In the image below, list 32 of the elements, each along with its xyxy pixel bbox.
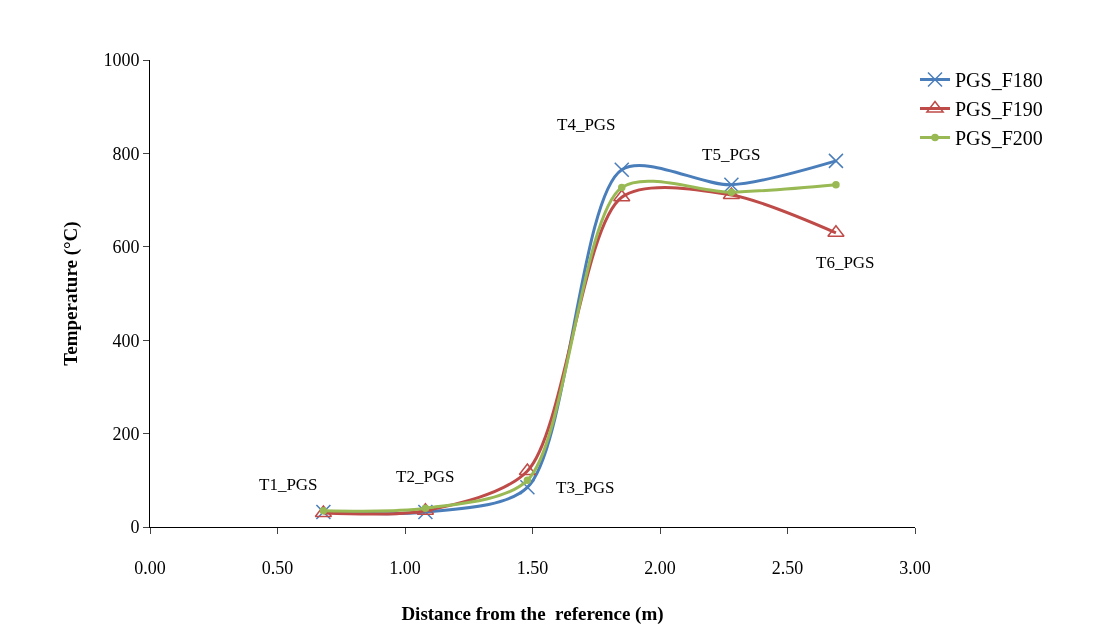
- annotation: T2_PGS: [396, 467, 455, 486]
- point: [614, 162, 630, 178]
- legend-label: PGS_F200: [955, 127, 1043, 150]
- annotation: T4_PGS: [557, 115, 616, 134]
- annotation: T3_PGS: [556, 478, 615, 497]
- y-axis-title: Temperature (°C): [60, 221, 83, 366]
- x-tick-label: 1.50: [516, 557, 549, 578]
- x-tick-label: 0.50: [261, 557, 294, 578]
- annotation: T1_PGS: [259, 475, 318, 494]
- y-tick-label: 800: [112, 143, 140, 164]
- point: [723, 176, 740, 193]
- y-tick-label: 400: [112, 330, 140, 351]
- annotation: T6_PGS: [816, 253, 875, 272]
- point: [827, 225, 845, 238]
- x-tick-label: 3.00: [899, 557, 931, 578]
- legend-label: PGS_F180: [955, 69, 1043, 92]
- point: [832, 180, 840, 189]
- point: [523, 476, 532, 485]
- x-tick-label: 0.00: [134, 557, 166, 578]
- x-tick-label: 1.00: [389, 557, 421, 578]
- y-tick-label: 200: [112, 423, 140, 444]
- point: [417, 504, 434, 520]
- y-tick-label: 0: [130, 517, 140, 538]
- y-tick-label: 600: [112, 237, 140, 258]
- x-tick-label: 2.00: [644, 557, 676, 578]
- point: [618, 183, 626, 192]
- annotation: T5_PGS: [702, 145, 761, 164]
- y-tick-label: 1000: [103, 50, 140, 71]
- point: [828, 153, 844, 169]
- x-tick-label: 2.50: [771, 557, 804, 578]
- legend-label: PGS_F190: [955, 98, 1043, 121]
- x-axis-title: Distance from the reference (m): [401, 603, 664, 626]
